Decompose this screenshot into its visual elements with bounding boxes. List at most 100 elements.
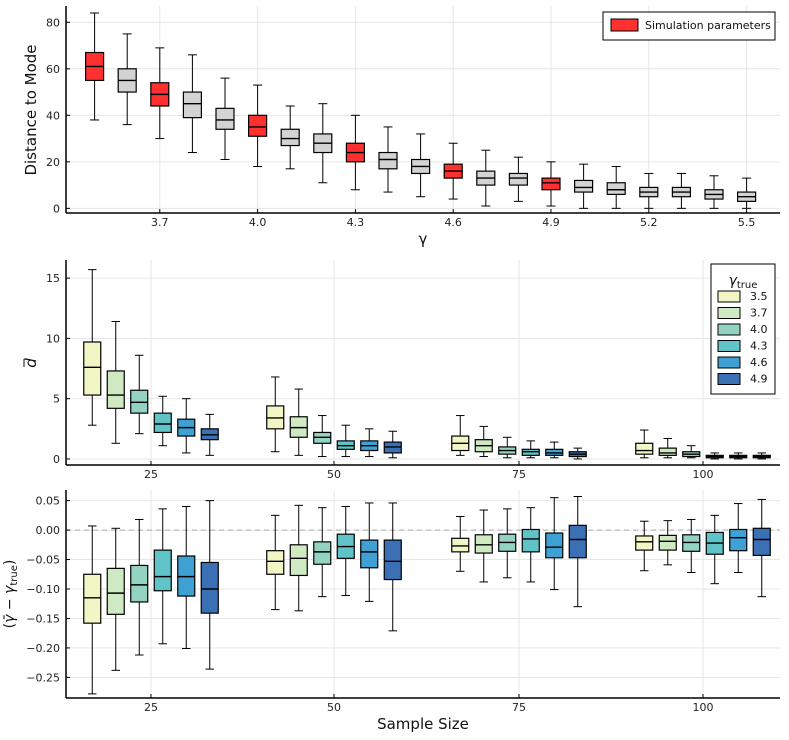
box-n50-s2 <box>313 415 332 458</box>
x-tick-label: 4.0 <box>249 216 267 229</box>
box-iqr <box>606 182 626 195</box>
box-n25-s4 <box>177 505 196 650</box>
box-iqr <box>573 179 594 193</box>
panel-top-y-ticks: 0 20 40 60 80 <box>46 16 70 215</box>
box-n100-s1 <box>658 437 677 459</box>
box-n25-s0 <box>83 269 102 426</box>
y-tick-label: 0.00 <box>36 524 61 537</box>
box-iqr <box>266 550 285 575</box>
y-tick-label: 20 <box>46 156 60 169</box>
box-gamma-4.3 <box>345 114 365 191</box>
x-tick-label: 75 <box>512 701 526 714</box>
legend-swatch-4.9 <box>717 373 741 385</box>
x-tick-label: 4.3 <box>347 216 365 229</box>
box-iqr <box>635 535 654 551</box>
y-tick-label: 0 <box>53 202 60 215</box>
box-n75-s5 <box>568 447 587 460</box>
box-iqr <box>752 527 771 557</box>
box-n100-s1 <box>658 520 677 566</box>
panel-bottom-y-ticks: −0.25 −0.20 −0.15 −0.10 −0.05 0.00 0.05 <box>26 495 70 684</box>
box-iqr <box>215 107 235 130</box>
legend-label-3.7: 3.7 <box>750 307 768 320</box>
box-n25-s3 <box>153 395 172 447</box>
box-n25-s2 <box>130 518 149 656</box>
y-tick-label: −0.15 <box>26 612 60 625</box>
panel-middle-x-ticks: 25 50 75 100 <box>144 461 714 481</box>
box-n75-s2 <box>498 436 517 459</box>
x-tick-label: 5.2 <box>640 216 658 229</box>
box-iqr <box>130 564 149 603</box>
box-iqr <box>729 528 748 552</box>
box-n50-s4 <box>360 502 379 602</box>
panel-middle-y-label: d <box>22 358 40 368</box>
box-n50-s1 <box>289 388 308 456</box>
box-gamma-5.5 <box>736 177 757 209</box>
legend-label-4.3: 4.3 <box>750 340 768 353</box>
box-n50-s5 <box>383 502 402 632</box>
panel-bottom-x-label: Sample Size <box>377 715 469 733</box>
y-tick-label: 80 <box>46 16 60 29</box>
box-gamma-4.8 <box>508 156 528 202</box>
x-tick-label: 50 <box>327 468 341 481</box>
box-iqr <box>106 370 125 409</box>
panel-middle-boxes <box>83 269 771 460</box>
box-iqr <box>83 341 102 396</box>
box-iqr <box>313 541 332 565</box>
box-iqr <box>182 91 202 119</box>
box-n50-s0 <box>266 376 285 453</box>
box-gamma-3.5 <box>84 12 105 121</box>
box-gamma-4 <box>248 84 268 167</box>
legend-label-4.0: 4.0 <box>750 323 768 336</box>
y-tick-label: 40 <box>46 109 60 122</box>
y-tick-label: −0.25 <box>26 671 60 684</box>
panel-bottom: 25 50 75 100 −0.25 −0.20 −0.15 −0.10 −0.05 0.00 0… <box>2 490 780 733</box>
box-iqr <box>658 534 677 551</box>
box-n75-s0 <box>451 516 470 572</box>
y-tick-label: 0 <box>53 453 60 466</box>
y-tick-label: 60 <box>46 63 60 76</box>
svg-text:d: d <box>22 358 40 368</box>
box-n25-s0 <box>83 525 102 695</box>
panel-middle-legend: γtrue 3.5 3.7 4.0 4.3 4.6 4.9 <box>710 263 776 395</box>
legend-swatch-simulation <box>610 18 639 32</box>
box-iqr <box>451 537 470 553</box>
box-n50-s4 <box>360 428 379 458</box>
box-n25-s1 <box>106 527 125 671</box>
panel-bottom-x-ticks: 25 50 75 100 <box>144 694 714 714</box>
box-n75-s4 <box>545 441 564 459</box>
box-n50-s2 <box>313 507 332 598</box>
box-n75-s3 <box>521 507 540 583</box>
box-n100-s2 <box>682 445 701 459</box>
box-n100-s4 <box>729 503 748 573</box>
box-iqr <box>106 567 125 615</box>
box-gamma-5.4 <box>704 175 724 209</box>
box-gamma-4.4 <box>378 126 398 193</box>
x-tick-label: 100 <box>693 468 714 481</box>
x-tick-label: 100 <box>693 701 714 714</box>
legend-swatch-3.5 <box>717 290 741 303</box>
box-iqr <box>568 524 587 559</box>
box-n50-s0 <box>266 514 285 611</box>
legend-label-4.9: 4.9 <box>750 373 768 386</box>
y-tick-label: −0.20 <box>26 642 60 655</box>
legend-title: γtrue <box>729 273 758 291</box>
box-gamma-4.7 <box>476 149 496 207</box>
panel-top-y-label: Distance to Mode <box>22 44 40 175</box>
panel-bottom-boxes <box>83 495 771 695</box>
box-gamma-5.3 <box>671 172 692 209</box>
x-tick-label: 50 <box>327 701 341 714</box>
box-gamma-4.5 <box>411 133 431 198</box>
box-gamma-3.9 <box>215 77 235 161</box>
box-gamma-4.1 <box>280 105 300 170</box>
box-gamma-3.6 <box>117 33 137 126</box>
box-iqr <box>508 172 528 186</box>
panel-middle: 25 50 75 100 0 5 10 15 d γtrue 3.5 3.7 4.0 4.3 4.6… <box>22 260 780 481</box>
box-n25-s2 <box>130 354 149 435</box>
y-tick-label: 15 <box>46 272 60 285</box>
box-iqr <box>289 544 308 577</box>
box-iqr <box>545 532 564 559</box>
y-tick-label: 0.05 <box>36 495 61 508</box>
box-iqr <box>248 114 268 137</box>
box-n75-s1 <box>474 425 493 458</box>
